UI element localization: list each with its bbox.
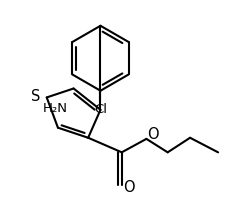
Text: S: S — [31, 89, 41, 104]
Text: Cl: Cl — [94, 103, 107, 116]
Text: H₂N: H₂N — [43, 102, 68, 115]
Text: O: O — [123, 180, 135, 194]
Text: O: O — [147, 127, 158, 142]
